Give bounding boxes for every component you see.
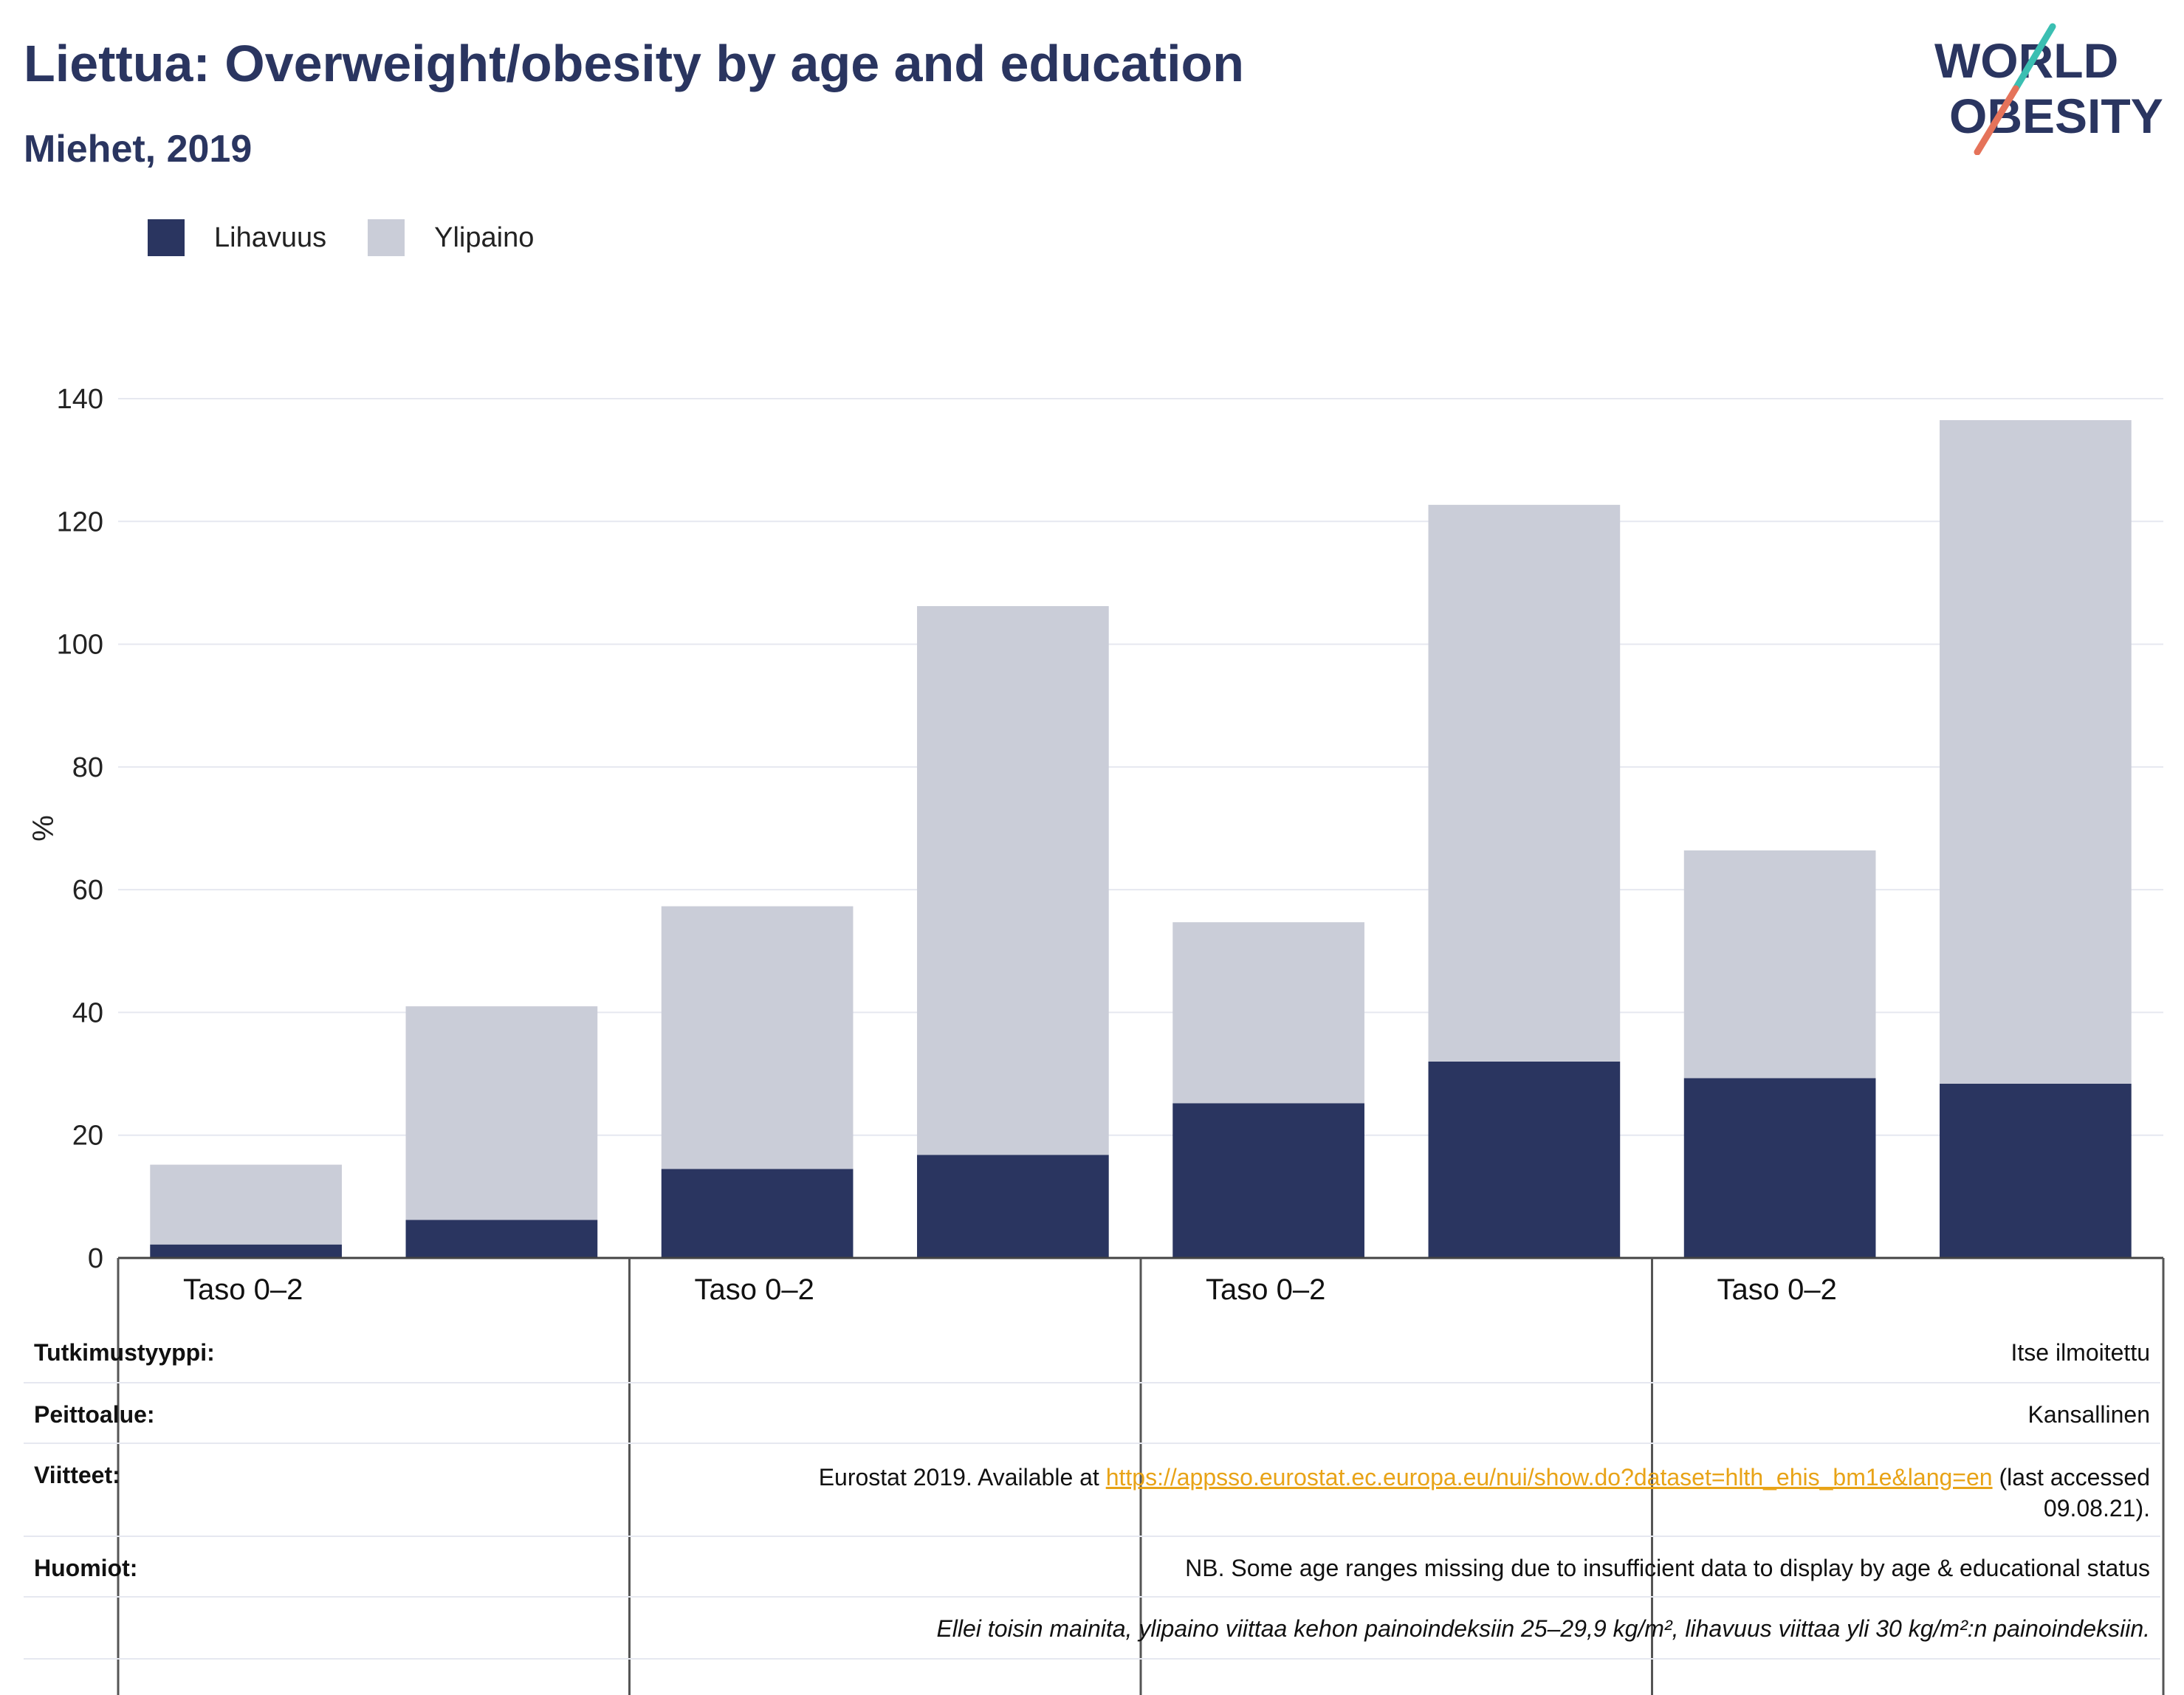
y-tick-label: 120 (57, 506, 103, 537)
bar-ylipaino-6 (1428, 504, 1621, 1062)
info-row-study-type: Tutkimustyyppi: Itse ilmoitettu (24, 1321, 2160, 1383)
bar-ylipaino-1 (150, 1164, 342, 1245)
bar-lihavuus-5 (1172, 1103, 1364, 1258)
bar-lihavuus-2 (405, 1220, 598, 1258)
info-value-study-type: Itse ilmoitettu (2010, 1339, 2150, 1366)
logo-line1: WORLD (1934, 33, 2118, 88)
legend-swatch-ylipaino (368, 219, 405, 256)
chart-legend: Lihavuus Ylipaino (148, 216, 534, 260)
bar-lihavuus-6 (1428, 1061, 1621, 1258)
x-group-label: Taso 0–2 (1206, 1273, 1325, 1306)
y-tick-label: 60 (72, 875, 103, 906)
info-row-coverage: Peittoalue: Kansallinen (24, 1383, 2160, 1444)
bar-ylipaino-8 (1940, 420, 2132, 1084)
info-label-coverage: Peittoalue: (34, 1401, 155, 1428)
bar-lihavuus-7 (1683, 1078, 1876, 1258)
reference-line2: 09.08.21). (2043, 1495, 2150, 1522)
chart-title: Liettua: Overweight/obesity by age and e… (24, 35, 1245, 92)
chart-subtitle: Miehet, 2019 (24, 128, 253, 171)
legend-item-lihavuus[interactable]: Lihavuus (148, 219, 326, 256)
bar-lihavuus-3 (661, 1169, 854, 1258)
y-tick-label: 40 (72, 997, 103, 1028)
y-tick-label: 100 (57, 630, 103, 661)
info-value-notes: NB. Some age ranges missing due to insuf… (1185, 1555, 2150, 1581)
legend-label-ylipaino: Ylipaino (434, 221, 535, 253)
info-row-definition: Ellei toisin mainita, ylipaino viittaa k… (24, 1598, 2160, 1660)
legend-item-ylipaino[interactable]: Ylipaino (368, 219, 534, 256)
info-value-definition: Ellei toisin mainita, ylipaino viittaa k… (936, 1615, 2150, 1642)
x-group-label: Taso 0–2 (695, 1273, 814, 1306)
bar-ylipaino-2 (405, 1006, 598, 1220)
bar-lihavuus-1 (150, 1244, 342, 1258)
logo-accent-bottom (1974, 85, 2019, 155)
legend-swatch-lihavuus (148, 219, 185, 256)
bar-ylipaino-5 (1172, 922, 1364, 1104)
reference-suffix: (last accessed (1992, 1464, 2150, 1491)
y-tick-label: 0 (88, 1243, 103, 1274)
bar-ylipaino-7 (1683, 850, 1876, 1079)
bar-ylipaino-3 (661, 906, 854, 1169)
info-row-notes: Huomiot: NB. Some age ranges missing due… (24, 1537, 2160, 1598)
reference-link[interactable]: https://appsso.eurostat.ec.europa.eu/nui… (1105, 1464, 1993, 1491)
x-group-label: Taso 0–2 (1717, 1273, 1837, 1306)
world-obesity-logo: WORLD OBESITY (1934, 23, 2163, 155)
y-tick-label: 80 (72, 752, 103, 783)
info-row-references: Viitteet: Eurostat 2019. Available at ht… (24, 1444, 2160, 1537)
info-table: Tutkimustyyppi: Itse ilmoitettu Peittoal… (24, 1321, 2160, 1660)
y-tick-label: 20 (72, 1121, 103, 1152)
bar-lihavuus-8 (1940, 1083, 2132, 1258)
logo-accent-top (2012, 23, 2056, 92)
info-value-coverage: Kansallinen (2027, 1401, 2150, 1428)
bar-lihavuus-4 (917, 1155, 1109, 1258)
y-tick-label: 140 (57, 384, 103, 415)
info-label-notes: Huomiot: (34, 1555, 138, 1581)
info-value-references: Eurostat 2019. Available at https://apps… (819, 1462, 2150, 1524)
bar-ylipaino-4 (917, 606, 1109, 1155)
info-label-references: Viitteet: (34, 1462, 120, 1488)
reference-prefix: Eurostat 2019. Available at (818, 1464, 1106, 1491)
info-label-study-type: Tutkimustyyppi: (34, 1339, 215, 1366)
x-group-label: Taso 0–2 (183, 1273, 303, 1306)
y-axis-label: % (27, 815, 60, 842)
legend-label-lihavuus: Lihavuus (214, 221, 327, 253)
